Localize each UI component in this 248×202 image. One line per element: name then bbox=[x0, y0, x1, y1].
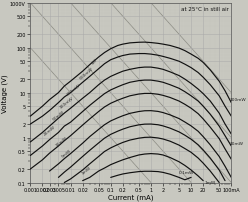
Y-axis label: Voltage (V): Voltage (V) bbox=[2, 74, 8, 112]
Text: 20mW: 20mW bbox=[43, 124, 56, 136]
Text: 1W: 1W bbox=[91, 58, 99, 66]
Text: 50mW: 50mW bbox=[52, 109, 65, 121]
Text: 500mW: 500mW bbox=[79, 67, 94, 81]
Text: 1mW: 1mW bbox=[81, 165, 92, 175]
Text: 10mW: 10mW bbox=[55, 135, 68, 147]
Text: 10mW: 10mW bbox=[229, 141, 244, 145]
Text: at 25°C in still air: at 25°C in still air bbox=[181, 7, 229, 12]
Text: 200mW: 200mW bbox=[66, 83, 82, 96]
Text: 100mW: 100mW bbox=[59, 96, 74, 109]
Text: 5mW: 5mW bbox=[61, 148, 72, 158]
Text: 0.1mW: 0.1mW bbox=[179, 170, 194, 175]
X-axis label: Current (mA): Current (mA) bbox=[108, 194, 154, 200]
Text: 1mW: 1mW bbox=[205, 180, 216, 184]
Text: 100mW: 100mW bbox=[229, 98, 246, 102]
